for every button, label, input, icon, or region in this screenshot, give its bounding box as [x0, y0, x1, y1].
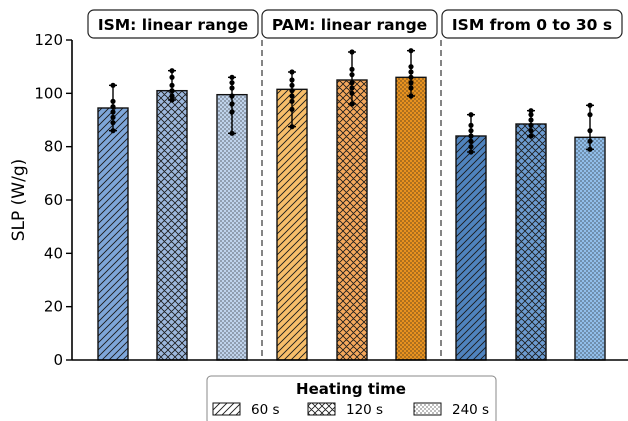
- data-point: [349, 90, 355, 96]
- data-point: [349, 101, 355, 107]
- data-point: [468, 144, 474, 150]
- data-point: [349, 80, 355, 86]
- data-point: [468, 138, 474, 144]
- data-point: [408, 80, 414, 86]
- data-point: [110, 104, 116, 110]
- data-point: [169, 74, 175, 80]
- data-point: [289, 98, 295, 104]
- data-point: [528, 112, 534, 118]
- data-point: [528, 133, 534, 139]
- group-header-box: [441, 9, 623, 39]
- group-header-label: ISM: linear range: [98, 16, 248, 34]
- data-point: [349, 72, 355, 78]
- data-point: [289, 77, 295, 83]
- group-header-box: [87, 9, 259, 39]
- bar: [396, 77, 426, 360]
- y-tick-label: 40: [44, 244, 63, 262]
- legend-title: Heating time: [296, 380, 406, 398]
- y-tick-label: 0: [53, 351, 63, 369]
- group-header-label: PAM: linear range: [272, 16, 427, 34]
- data-point: [587, 138, 593, 144]
- data-point: [229, 93, 235, 99]
- data-point: [587, 112, 593, 118]
- bar: [157, 90, 187, 361]
- data-point: [468, 112, 474, 118]
- data-point: [110, 128, 116, 134]
- data-point: [289, 106, 295, 112]
- data-point: [110, 109, 116, 115]
- y-tick-label: 20: [44, 298, 63, 316]
- legend-item-label: 60 s: [251, 402, 280, 418]
- data-point: [289, 82, 295, 88]
- legend-swatch: [213, 403, 240, 415]
- legend-item-label: 120 s: [346, 402, 383, 418]
- data-point: [528, 122, 534, 128]
- data-point: [408, 69, 414, 75]
- data-point: [169, 82, 175, 88]
- data-point: [289, 69, 295, 75]
- legend-swatch: [414, 403, 441, 415]
- data-point: [229, 101, 235, 107]
- data-point: [349, 49, 355, 55]
- data-point: [587, 102, 593, 108]
- data-point: [528, 108, 534, 114]
- data-point: [169, 88, 175, 94]
- data-point: [468, 122, 474, 128]
- group-header-label: ISM from 0 to 30 s: [452, 16, 612, 34]
- data-point: [110, 120, 116, 126]
- legend-item-label: 240 s: [452, 402, 489, 418]
- legend-swatch-outline: [212, 402, 241, 416]
- data-point: [289, 93, 295, 99]
- group-header-box: [261, 9, 438, 39]
- data-point: [408, 48, 414, 54]
- data-point: [229, 109, 235, 115]
- data-point: [349, 66, 355, 72]
- data-point: [408, 93, 414, 99]
- data-point: [587, 146, 593, 152]
- data-point: [408, 85, 414, 91]
- y-tick-label: 120: [34, 31, 63, 49]
- y-axis-label: SLP (W/g): [9, 159, 29, 242]
- data-point: [229, 80, 235, 86]
- data-point: [289, 88, 295, 94]
- data-point: [229, 85, 235, 91]
- data-point: [468, 149, 474, 155]
- data-point: [169, 97, 175, 103]
- legend-swatch-outline: [413, 402, 442, 416]
- data-point: [468, 128, 474, 134]
- data-point: [229, 130, 235, 136]
- data-point: [169, 93, 175, 99]
- bar: [277, 89, 307, 360]
- legend: Heating time 60 s 120 s 240 s: [206, 375, 497, 421]
- data-point: [528, 117, 534, 123]
- bar: [456, 136, 486, 360]
- bar: [516, 124, 546, 360]
- data-point: [289, 124, 295, 130]
- data-point: [110, 82, 116, 88]
- legend-swatch: [308, 403, 335, 415]
- group-headers: ISM: linear range PAM: linear range ISM fr…: [87, 9, 623, 39]
- y-tick-label: 60: [44, 191, 63, 209]
- bar: [217, 94, 247, 361]
- legend-swatch-outline: [307, 402, 336, 416]
- group-dividers: [261, 40, 442, 360]
- y-axis: 0 20 40 60 80 100 120: [34, 31, 628, 369]
- bar: [337, 80, 367, 360]
- data-point: [349, 85, 355, 91]
- data-point: [169, 68, 175, 74]
- data-point: [408, 64, 414, 70]
- data-point: [528, 128, 534, 134]
- y-tick-label: 80: [44, 138, 63, 156]
- bar: [98, 108, 128, 360]
- data-point: [110, 98, 116, 104]
- data-point: [468, 133, 474, 139]
- data-point: [408, 74, 414, 80]
- bars: [97, 48, 606, 361]
- data-point: [229, 74, 235, 80]
- y-tick-label: 100: [34, 84, 63, 102]
- data-point: [587, 128, 593, 134]
- bar: [575, 137, 605, 360]
- data-point: [110, 114, 116, 120]
